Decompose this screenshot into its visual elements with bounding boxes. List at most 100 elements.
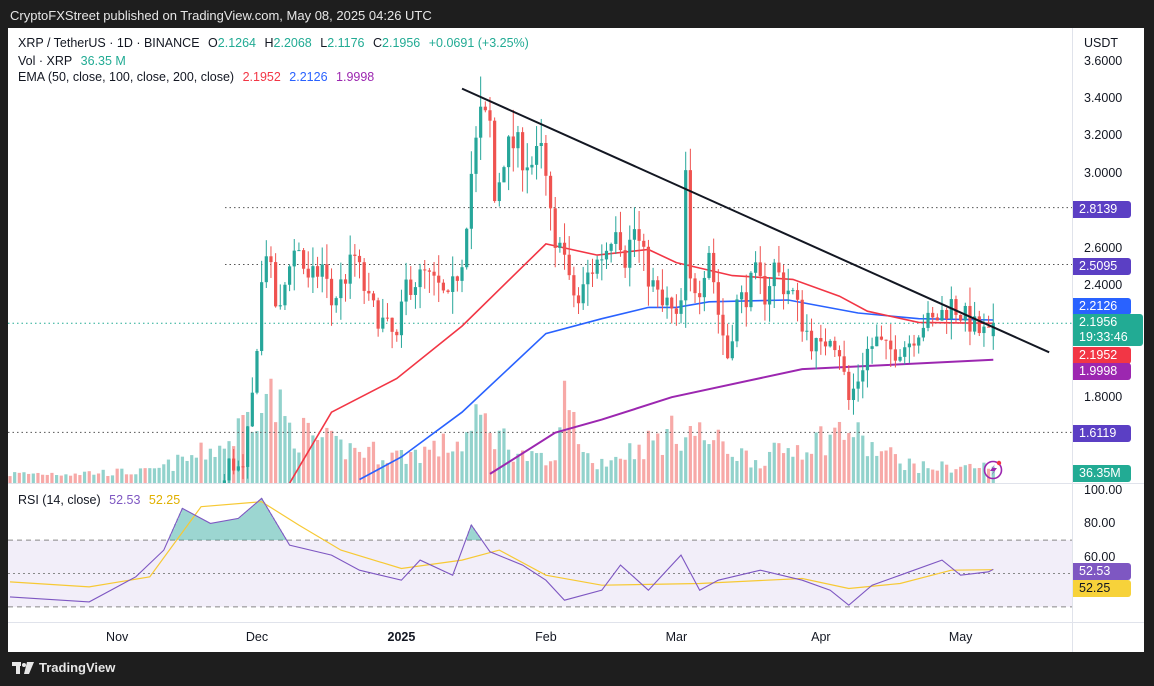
volume-bar (907, 458, 911, 483)
volume-bar (637, 444, 641, 483)
volume-bar (735, 460, 739, 483)
volume-bar (399, 450, 404, 483)
volume-bar (432, 440, 436, 483)
volume-bar (325, 427, 329, 483)
level-badge-1-6119: 1.6119 (1073, 425, 1131, 442)
candle (609, 243, 613, 251)
volume-bar (949, 472, 953, 483)
candle (497, 182, 501, 202)
candle (921, 327, 925, 338)
candle (69, 635, 72, 637)
candle (660, 289, 664, 306)
volume-bar (716, 429, 720, 483)
volume-bar (157, 467, 161, 483)
volume-bar (367, 446, 371, 483)
ema50-value: 2.1952 (242, 70, 281, 84)
volume-bar (744, 450, 748, 483)
candles (18, 76, 995, 641)
candle (893, 349, 897, 361)
volume-bar (534, 453, 539, 483)
volume-bar (106, 475, 110, 483)
chart-panel[interactable] (8, 28, 1144, 652)
candle (222, 480, 226, 483)
candle (339, 279, 343, 299)
candle (162, 616, 165, 621)
candle (749, 272, 753, 308)
volume-bar (236, 418, 240, 483)
change-value: +0.0691 (+3.25%) (428, 36, 529, 50)
candle (809, 330, 814, 352)
volume-bar (162, 464, 166, 483)
tradingview-logo-icon (12, 661, 34, 674)
volume-bar (544, 465, 548, 483)
candle (562, 242, 567, 255)
volume-bar (27, 473, 31, 483)
price-tick: 3.4000 (1084, 91, 1123, 105)
volume-bar (767, 451, 772, 483)
candle (642, 240, 646, 247)
rsi-label: RSI (14, close) (18, 493, 101, 507)
current-price: 2.1956 (1079, 315, 1118, 329)
volume-bar (558, 427, 562, 483)
volume-bar (409, 452, 413, 483)
volume-bar (395, 450, 399, 483)
volume-bar (935, 470, 939, 483)
volume-bar (13, 472, 17, 483)
candle (64, 635, 67, 637)
volume-bar (73, 473, 77, 483)
currency-label[interactable]: USDT (1084, 36, 1119, 50)
candle (651, 280, 655, 287)
rsi-legend[interactable]: RSI (14, close) 52.53 52.25 (18, 493, 185, 507)
candle (763, 275, 767, 305)
volume-bar (213, 456, 217, 483)
rsi-badge: 52.53 (1073, 563, 1131, 580)
candle (665, 297, 669, 306)
candle (600, 259, 604, 261)
candle (423, 269, 427, 271)
close-value: 2.1956 (382, 36, 421, 50)
volume-bar (679, 450, 683, 483)
volume-bar (800, 459, 804, 483)
volume-bar (441, 433, 445, 483)
candle (139, 632, 142, 635)
candle (437, 275, 441, 283)
volume-bar (861, 435, 865, 483)
volume-bar (185, 460, 189, 483)
volume-bar (455, 441, 459, 483)
volume-bar (567, 410, 571, 483)
volume-bar (176, 454, 180, 483)
volume-bar (427, 449, 431, 483)
rsi-ma-value: 52.25 (148, 493, 181, 507)
candle (395, 331, 399, 336)
tradingview-logo[interactable]: TradingView (12, 660, 115, 675)
price-axis[interactable] (1072, 28, 1145, 652)
time-label: 2025 (387, 630, 416, 644)
volume-bar (36, 472, 40, 483)
volume-bar (893, 454, 897, 483)
volume-bar (693, 435, 697, 483)
time-label: Dec (245, 630, 269, 644)
rsi-tick: 100.00 (1084, 483, 1123, 497)
symbol-legend[interactable]: XRP / TetherUS · 1D · BINANCE O2.1264 H2… (18, 36, 534, 50)
candle (474, 137, 478, 174)
volume-bar (921, 461, 925, 483)
candle (18, 634, 21, 635)
ema-legend[interactable]: EMA (50, close, 100, close, 200, close) … (18, 70, 379, 84)
candle (842, 356, 846, 372)
time-label: May (948, 630, 973, 644)
volume-bar (17, 472, 21, 483)
candle (502, 167, 506, 183)
volume-bar (781, 453, 786, 483)
flash-icon[interactable] (983, 460, 1003, 480)
symbol-name[interactable]: XRP / TetherUS · 1D · BINANCE (18, 36, 200, 50)
volume-bar (740, 448, 744, 483)
candle (130, 639, 133, 641)
volume-bar (539, 452, 543, 483)
volume-legend[interactable]: Vol · XRP 36.35 M (18, 54, 131, 68)
close-label: C (372, 36, 383, 50)
candle (604, 250, 609, 260)
volume-bar (390, 452, 394, 483)
candle (27, 633, 30, 634)
trendline-group[interactable] (461, 87, 1050, 354)
